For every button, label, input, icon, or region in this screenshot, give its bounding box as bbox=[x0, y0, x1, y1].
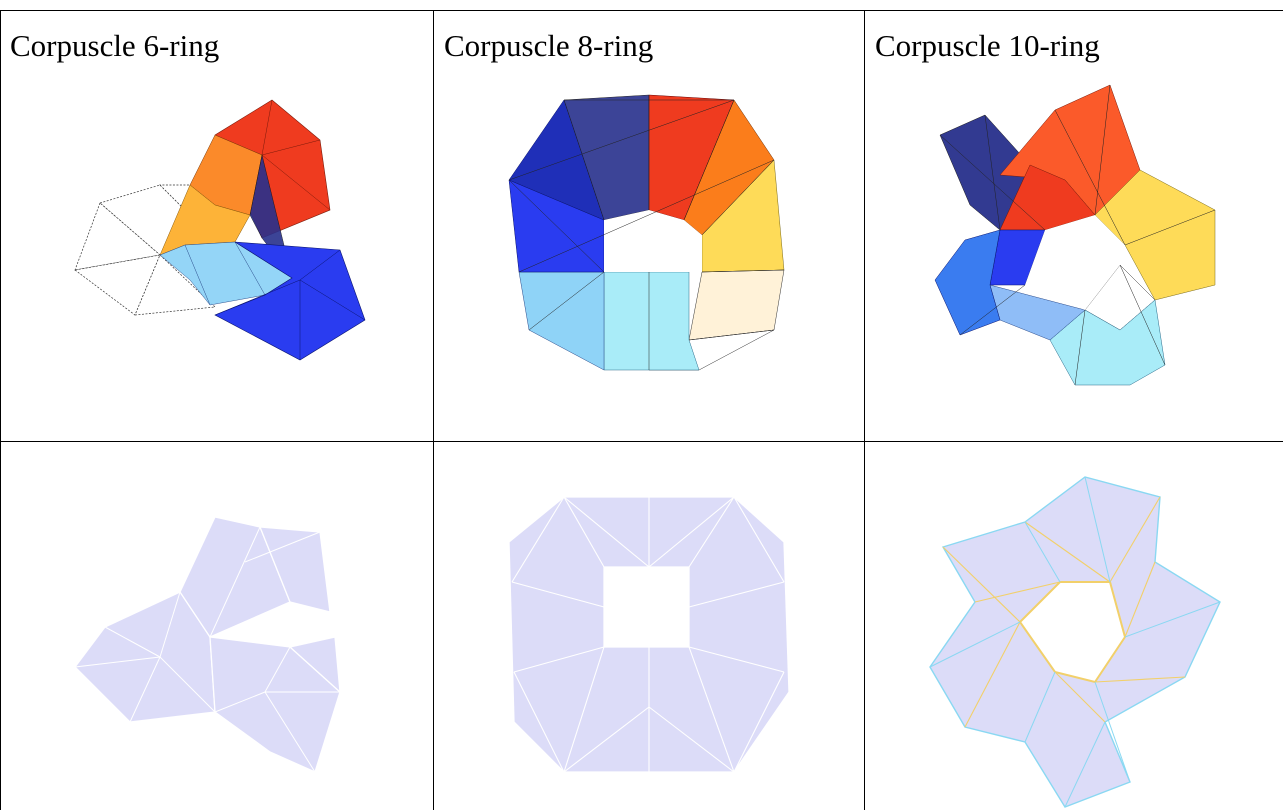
table-border-middle bbox=[0, 441, 1283, 442]
caption-10-ring: Corpuscle 10-ring bbox=[875, 28, 1100, 63]
table-border-top bbox=[0, 10, 1283, 11]
corpuscle-8-ring-plain-model bbox=[508, 496, 790, 773]
corpuscle-6-ring-plain-model bbox=[74, 516, 341, 773]
corpuscle-10-ring-plain-model bbox=[929, 476, 1221, 808]
table-divider-2 bbox=[864, 10, 865, 810]
caption-6-ring: Corpuscle 6-ring bbox=[10, 28, 220, 63]
corpuscle-10-ring-colored-model bbox=[934, 84, 1216, 386]
corpuscle-8-ring-colored-model bbox=[508, 94, 785, 371]
table-border-left bbox=[0, 10, 1, 810]
cell-10-ring-plain bbox=[865, 442, 1283, 810]
cell-6-ring-plain bbox=[0, 442, 433, 810]
cell-8-ring-plain bbox=[434, 442, 864, 810]
cell-10-ring-colored: Corpuscle 10-ring bbox=[865, 10, 1283, 441]
corpuscle-6-ring-colored-model bbox=[74, 99, 366, 361]
table-divider-1 bbox=[433, 10, 434, 810]
cell-6-ring-colored: Corpuscle 6-ring bbox=[0, 10, 433, 441]
caption-8-ring: Corpuscle 8-ring bbox=[444, 28, 654, 63]
cell-8-ring-colored: Corpuscle 8-ring bbox=[434, 10, 864, 441]
